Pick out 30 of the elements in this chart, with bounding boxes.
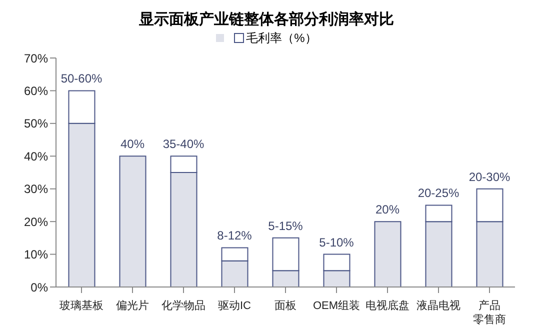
y-tick-label: 40%	[24, 149, 48, 164]
y-tick-label: 0%	[30, 280, 48, 294]
annotation: 20%	[375, 202, 400, 217]
y-tick-label: 50%	[24, 116, 48, 131]
y-tick-label: 20%	[24, 214, 48, 229]
x-tick-label: 偏光片	[116, 299, 149, 312]
legend-label: 毛利率（%）	[246, 30, 317, 46]
x-tick-label: 面板	[274, 300, 296, 312]
annotation: 50-60%	[60, 72, 103, 86]
y-tick-label: 60%	[24, 84, 48, 98]
x-tick-label: 电视底盘	[366, 299, 410, 312]
y-tick-label: 10%	[24, 248, 48, 262]
y-tick-label: 70%	[24, 51, 48, 66]
x-tick-label: 化学物品	[162, 300, 206, 312]
bar	[119, 156, 146, 287]
x-tick-label: OEM组装	[312, 299, 360, 312]
annotation: 35-40%	[162, 137, 205, 152]
x-tick-label: 液晶电视	[416, 299, 460, 312]
annotation: 5-10%	[319, 235, 354, 250]
annotation: 20-30%	[468, 170, 511, 184]
x-tick-label: 玻璃基板	[60, 299, 104, 312]
chart-title: 显示面板产业链整体各部分利润率对比	[138, 9, 395, 30]
x-tick-label: 产品零售商	[473, 299, 506, 326]
annotation: 5-15%	[268, 218, 304, 233]
annotation: 40%	[120, 137, 145, 152]
bar	[374, 221, 402, 287]
x-tick-label: 驱动IC	[218, 300, 252, 312]
y-tick-label: 30%	[24, 182, 48, 196]
annotation: 20-25%	[418, 186, 460, 200]
annotation: 8-12%	[217, 228, 252, 243]
